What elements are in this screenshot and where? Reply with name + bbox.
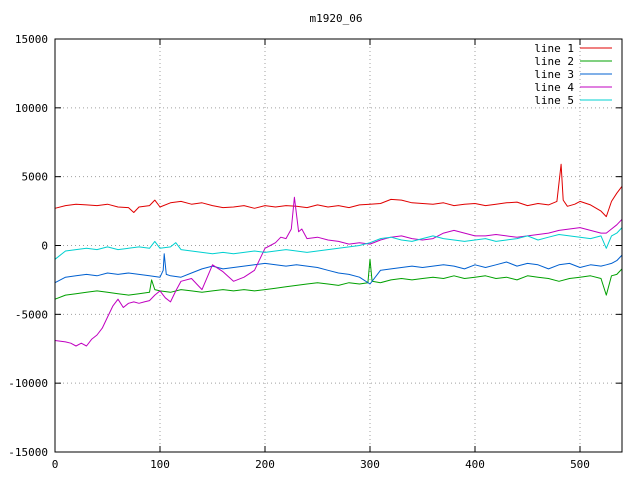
series-line-1 [54,163,623,218]
x-tick-label-5: 500 [570,458,590,471]
y-tick-label-3: 0 [41,240,48,253]
legend-label-4: line 4 [534,81,574,94]
y-tick-label-4: 5000 [22,171,49,184]
x-tick-label-0: 0 [52,458,59,471]
series-line-2 [54,258,623,300]
legend-label-5: line 5 [534,94,574,107]
legend-label-1: line 1 [534,42,574,55]
y-tick-label-1: -10000 [8,377,48,390]
x-tick-label-3: 300 [360,458,380,471]
y-tick-label-6: 15000 [15,33,48,46]
series-line-3 [54,253,623,285]
x-tick-label-2: 200 [255,458,275,471]
legend-label-2: line 2 [534,55,574,68]
series-group [54,163,623,347]
x-tick-label-1: 100 [150,458,170,471]
series-line-5 [54,227,623,260]
y-tick-label-0: -15000 [8,446,48,459]
x-tick-label-4: 400 [465,458,485,471]
series-line-4 [54,196,623,347]
grid-lines [55,39,622,452]
legend-label-3: line 3 [534,68,574,81]
y-tick-label-2: -5000 [15,308,48,321]
chart-title: m1920_06 [310,12,363,25]
y-tick-label-5: 10000 [15,102,48,115]
axis-ticks: 0 100 200 300 400 500 -15000 -10000 -5000 0 5000 10… [8,33,622,471]
